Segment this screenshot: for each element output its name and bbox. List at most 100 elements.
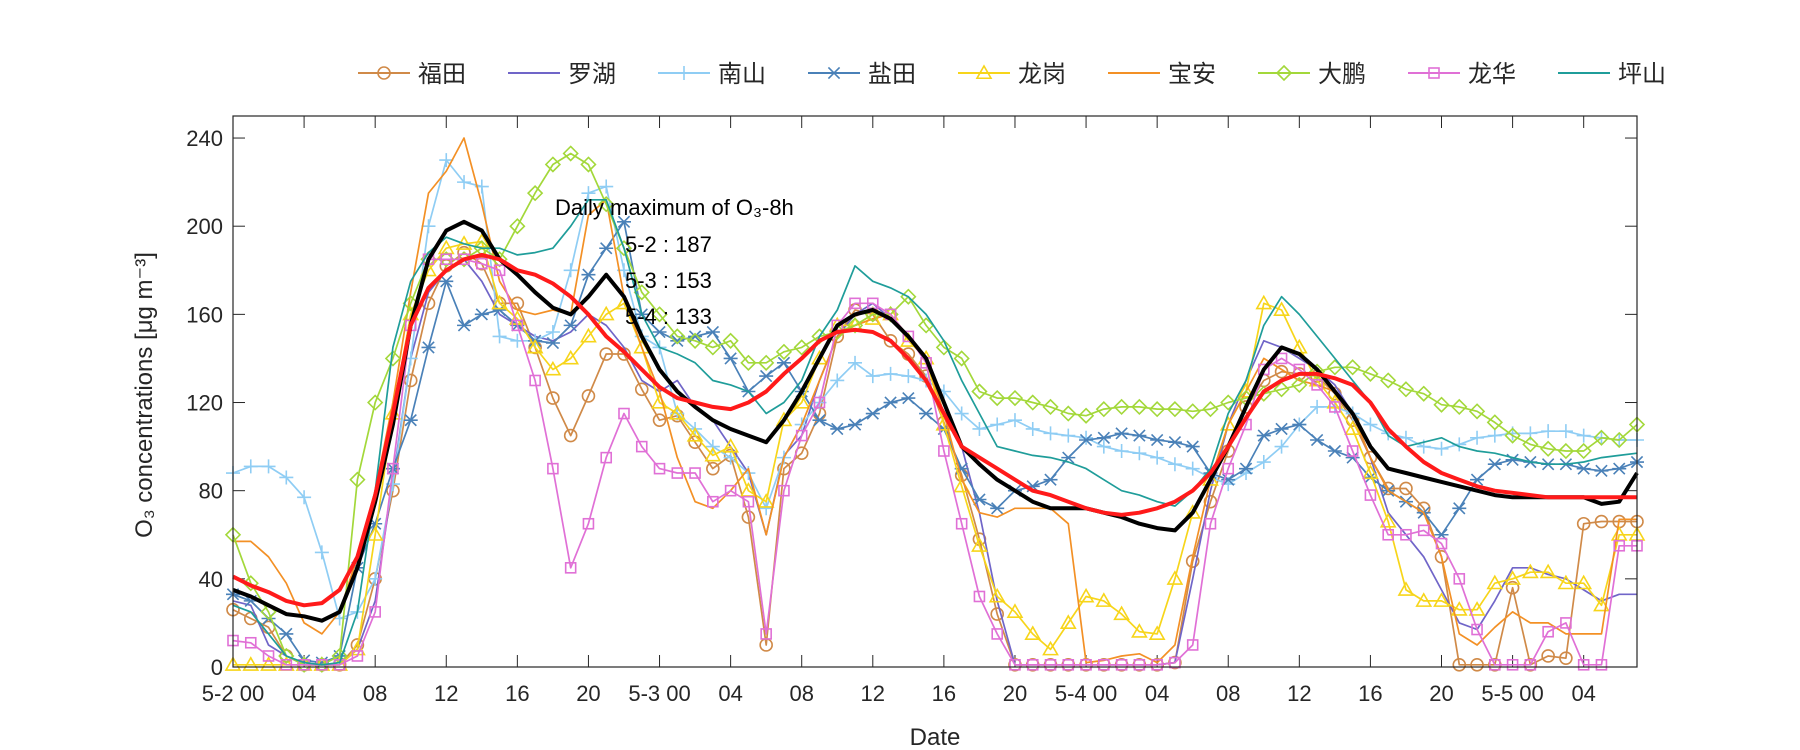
data-point [243, 459, 258, 474]
data-point [1273, 381, 1290, 398]
data-point [1113, 398, 1130, 416]
data-point [1257, 363, 1270, 376]
data-point [1505, 580, 1520, 595]
data-point [1026, 658, 1039, 671]
data-point [473, 233, 491, 248]
data-point [580, 327, 597, 343]
data-point [1486, 574, 1504, 590]
data-point [1542, 625, 1554, 638]
data-point [563, 428, 578, 443]
data-point [1593, 429, 1610, 446]
data-point [615, 240, 633, 257]
legend-item: 龙岗 [958, 60, 1066, 88]
data-point [1451, 398, 1468, 416]
data-point [1381, 481, 1395, 496]
annotation-line-3: 5-4 : 133 [625, 304, 712, 329]
data-point [616, 215, 631, 228]
data-point [883, 334, 898, 348]
data-point [775, 343, 793, 360]
data-point [848, 355, 863, 370]
data-point [972, 421, 987, 436]
data-point [1417, 524, 1430, 537]
legend-item: 大鹏 [1258, 60, 1366, 88]
data-point [1042, 640, 1059, 656]
data-point [1415, 385, 1432, 402]
data-point [1506, 658, 1519, 671]
data-point [298, 658, 310, 671]
data-point [1185, 461, 1200, 476]
data-point [1025, 421, 1040, 436]
data-point [563, 263, 578, 278]
series-layer [224, 137, 1646, 673]
data-point [439, 275, 454, 288]
data-point [1275, 64, 1293, 82]
data-point [493, 264, 506, 277]
data-point [1310, 433, 1325, 447]
data-point [759, 369, 774, 383]
data-point [1611, 431, 1628, 449]
legend-label: 龙岗 [1018, 60, 1066, 88]
y-tick-label: 160 [186, 302, 223, 327]
data-point [544, 156, 562, 173]
data-point [1079, 430, 1094, 445]
data-point [724, 484, 737, 497]
axes-box [232, 115, 1638, 668]
data-point [262, 650, 275, 662]
data-point [991, 628, 1004, 640]
data-point [297, 490, 312, 505]
data-point [476, 257, 488, 270]
data-point [1575, 442, 1592, 460]
data-point [652, 325, 667, 339]
data-point [669, 328, 686, 345]
data-point [677, 66, 691, 80]
data-point [1006, 389, 1024, 407]
data-point [387, 462, 399, 475]
data-point [989, 389, 1006, 407]
data-point [563, 319, 578, 332]
data-point [848, 418, 863, 431]
data-point [1559, 651, 1573, 665]
data-point [1327, 444, 1342, 458]
data-point [1132, 446, 1147, 461]
data-point [1239, 462, 1254, 475]
data-point [1077, 407, 1095, 424]
data-point [366, 526, 384, 541]
y-axis-title: O₃ concentrations [μg m⁻³] [131, 252, 158, 538]
series-5 [233, 137, 1637, 664]
data-point [653, 462, 666, 475]
data-point [1310, 399, 1325, 414]
data-point [279, 470, 294, 485]
data-point [1576, 428, 1591, 443]
data-point [1593, 596, 1610, 612]
data-point [1504, 570, 1521, 585]
data-point [580, 156, 597, 173]
data-point [1399, 481, 1413, 496]
series-9 [232, 219, 1639, 623]
data-point [1133, 658, 1146, 671]
y-tick-label: 240 [186, 126, 223, 151]
axes-frame [232, 115, 1638, 668]
data-point [689, 467, 701, 479]
data-point [526, 338, 544, 354]
x-tick-label: 08 [789, 681, 813, 706]
legend-item: 宝安 [1108, 60, 1216, 88]
data-point [1468, 403, 1486, 420]
data-point [954, 406, 969, 421]
data-point [917, 317, 935, 334]
data-point [830, 373, 845, 388]
data-point [1222, 462, 1235, 475]
data-point [1470, 657, 1484, 672]
x-tick-label: 08 [1216, 681, 1240, 706]
data-point [403, 413, 418, 427]
x-tick-label: 12 [434, 681, 458, 706]
data-point [1149, 401, 1166, 418]
data-point [1042, 398, 1059, 416]
data-point [403, 373, 418, 388]
x-tick-label: 20 [1003, 681, 1027, 706]
data-point [1397, 581, 1415, 596]
data-point [1148, 625, 1166, 640]
data-point [1114, 444, 1129, 459]
data-point [955, 517, 968, 530]
data-point [1256, 455, 1271, 470]
data-point [705, 325, 720, 339]
